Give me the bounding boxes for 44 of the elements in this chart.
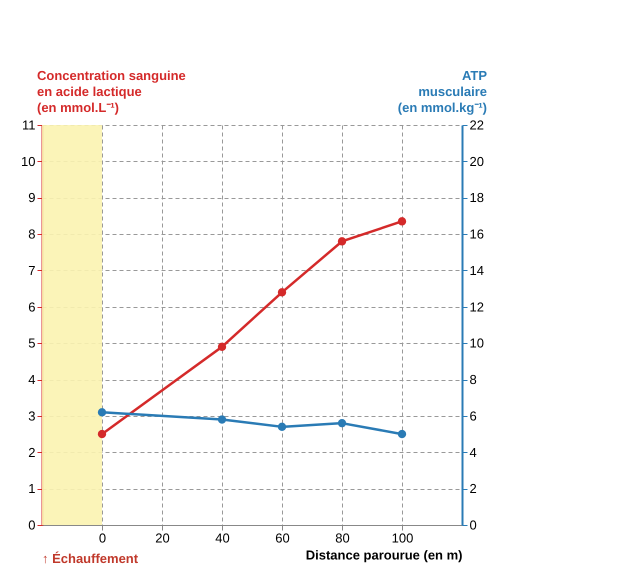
x-tick-label: 20 (155, 530, 170, 546)
x-tick-label: 60 (275, 530, 290, 546)
point (338, 237, 346, 246)
y2-tick-label: 14 (470, 262, 484, 278)
y2-tick-label: 0 (470, 518, 477, 532)
y2-tick-label: 20 (470, 154, 484, 169)
y2-tick-label: 2 (470, 481, 477, 496)
x-axis-title: Distance parourue (en m) (306, 548, 462, 562)
y2-tick-label: 10 (470, 336, 484, 351)
point (278, 422, 286, 431)
y-tick-label: 3 (28, 408, 36, 424)
y-tick-label: 6 (28, 299, 36, 314)
y-axis-title: Concentration sanguine en acide lactique (en mmol.L⁻¹) (37, 68, 186, 115)
y2-tick-label: 8 (470, 372, 477, 388)
point (98, 430, 106, 438)
x-tick-label: 100 (392, 530, 414, 546)
y-tick-label: 4 (28, 372, 36, 388)
y2-tick-label: 12 (470, 299, 484, 314)
point (218, 342, 226, 351)
point (278, 288, 286, 296)
x-tick-label: 40 (215, 530, 230, 546)
point (398, 430, 406, 438)
y-tick-label: 8 (28, 226, 36, 242)
y-tick-label: 2 (28, 444, 36, 460)
y-tick-label: 0 (28, 518, 36, 532)
x-tick-label: 0 (98, 530, 106, 546)
y2-tick-label: 22 (470, 118, 484, 132)
band-label: ↑ Échauffement (42, 551, 139, 566)
y-tick-label: 9 (28, 190, 36, 206)
y2-axis-title: ATP musculaire (en mmol.kg⁻¹) (398, 68, 488, 115)
y2-tick-label: 4 (470, 444, 477, 460)
y2-tick-label: 18 (470, 190, 484, 206)
y-tick-label: 11 (22, 118, 36, 132)
y-tick-label: 1 (28, 481, 36, 496)
y2-tick-label: 6 (470, 408, 477, 424)
y-tick-label: 10 (21, 154, 36, 169)
x-tick-label: 80 (335, 530, 350, 546)
y-tick-label: 7 (28, 262, 36, 278)
point (98, 408, 106, 416)
point (398, 217, 406, 226)
point (338, 419, 346, 428)
y2-tick-label: 16 (470, 226, 484, 242)
y-tick-label: 5 (28, 336, 36, 351)
point (218, 415, 226, 424)
